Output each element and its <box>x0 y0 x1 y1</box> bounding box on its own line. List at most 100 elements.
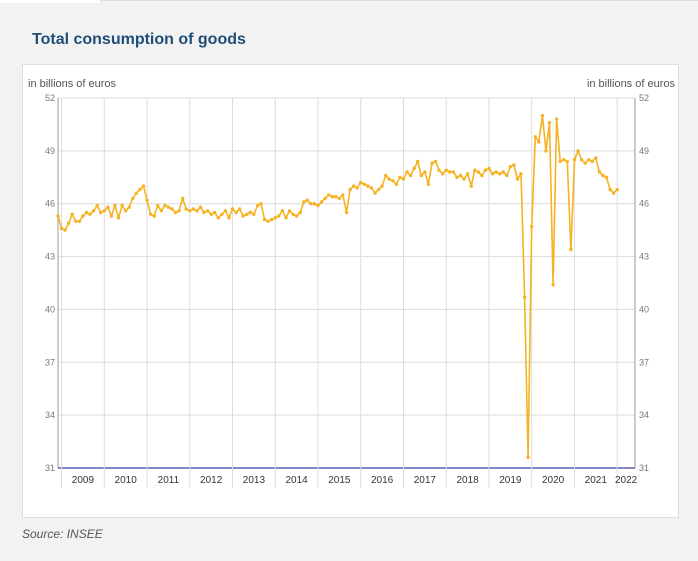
data-point[interactable] <box>95 203 99 208</box>
data-point[interactable] <box>515 177 520 181</box>
data-point[interactable] <box>451 170 456 174</box>
data-point[interactable] <box>145 198 149 202</box>
data-point[interactable] <box>533 135 537 139</box>
data-point[interactable] <box>483 168 488 172</box>
data-point[interactable] <box>512 163 516 167</box>
data-point[interactable] <box>480 173 484 178</box>
data-point[interactable] <box>455 175 459 179</box>
data-point[interactable] <box>562 158 566 162</box>
data-point[interactable] <box>294 214 299 218</box>
data-point[interactable] <box>245 212 249 216</box>
data-point[interactable] <box>241 214 245 218</box>
data-point[interactable] <box>312 202 317 206</box>
data-point[interactable] <box>551 283 555 287</box>
data-point[interactable] <box>337 196 342 201</box>
data-point[interactable] <box>209 212 213 216</box>
data-point[interactable] <box>604 175 609 179</box>
data-point[interactable] <box>597 170 602 174</box>
data-point[interactable] <box>266 219 270 223</box>
data-point[interactable] <box>170 207 174 211</box>
data-point[interactable] <box>234 210 238 215</box>
data-point[interactable] <box>476 170 480 174</box>
data-point[interactable] <box>81 214 85 218</box>
data-point[interactable] <box>181 196 185 201</box>
data-point[interactable] <box>223 209 228 213</box>
data-point[interactable] <box>569 247 573 252</box>
data-point[interactable] <box>63 228 67 232</box>
data-point[interactable] <box>522 295 527 299</box>
data-point[interactable] <box>216 216 220 220</box>
data-point[interactable] <box>537 140 541 144</box>
data-point[interactable] <box>351 184 356 188</box>
data-point[interactable] <box>401 177 406 181</box>
data-point[interactable] <box>309 202 313 206</box>
data-point[interactable] <box>84 210 89 215</box>
data-point[interactable] <box>141 184 146 188</box>
data-point[interactable] <box>437 168 441 172</box>
data-point[interactable] <box>608 187 612 192</box>
data-point[interactable] <box>579 158 584 162</box>
data-point[interactable] <box>419 173 423 178</box>
data-point[interactable] <box>387 177 391 181</box>
data-point[interactable] <box>494 170 498 174</box>
data-point[interactable] <box>544 149 548 153</box>
data-point[interactable] <box>259 202 263 206</box>
data-point[interactable] <box>441 172 445 176</box>
data-point[interactable] <box>366 184 370 188</box>
data-point[interactable] <box>572 158 577 162</box>
data-point[interactable] <box>473 168 477 172</box>
data-point[interactable] <box>277 214 281 218</box>
data-point[interactable] <box>448 170 452 174</box>
data-point[interactable] <box>255 203 260 208</box>
data-point[interactable] <box>191 207 195 211</box>
data-point[interactable] <box>611 191 616 195</box>
data-point[interactable] <box>519 172 523 176</box>
data-point[interactable] <box>330 195 334 199</box>
data-point[interactable] <box>408 173 413 178</box>
data-point[interactable] <box>583 161 587 165</box>
data-point[interactable] <box>91 209 96 213</box>
data-point[interactable] <box>334 195 338 199</box>
data-point[interactable] <box>458 173 463 178</box>
data-point[interactable] <box>615 187 619 192</box>
data-point[interactable] <box>156 203 160 208</box>
data-point[interactable] <box>131 196 135 201</box>
data-point[interactable] <box>601 173 605 178</box>
data-point[interactable] <box>327 193 331 197</box>
data-point[interactable] <box>230 207 235 211</box>
data-point[interactable] <box>490 172 495 176</box>
data-point[interactable] <box>498 172 502 176</box>
data-point[interactable] <box>344 210 349 215</box>
data-point[interactable] <box>270 217 274 222</box>
data-point[interactable] <box>198 205 203 209</box>
data-point[interactable] <box>56 214 60 218</box>
data-point[interactable] <box>291 212 295 216</box>
data-point[interactable] <box>148 212 153 216</box>
data-point[interactable] <box>558 159 562 164</box>
data-point[interactable] <box>213 210 217 215</box>
data-point[interactable] <box>102 209 107 213</box>
data-point[interactable] <box>188 209 192 213</box>
data-point[interactable] <box>202 210 206 215</box>
data-point[interactable] <box>74 219 78 223</box>
data-point[interactable] <box>416 159 420 164</box>
data-point[interactable] <box>469 184 473 188</box>
data-point[interactable] <box>298 210 302 215</box>
data-point[interactable] <box>501 170 505 174</box>
data-point[interactable] <box>113 203 117 208</box>
data-point[interactable] <box>319 200 324 204</box>
data-point[interactable] <box>373 191 377 195</box>
data-point[interactable] <box>284 216 288 220</box>
data-point[interactable] <box>184 207 188 211</box>
data-point[interactable] <box>77 219 82 223</box>
data-point[interactable] <box>316 203 320 208</box>
data-point[interactable] <box>124 209 128 213</box>
data-point[interactable] <box>594 156 598 160</box>
data-point[interactable] <box>565 159 569 164</box>
data-point[interactable] <box>262 217 267 222</box>
data-point[interactable] <box>106 205 110 209</box>
data-point[interactable] <box>163 203 167 208</box>
data-point[interactable] <box>237 207 242 211</box>
data-point[interactable] <box>587 158 591 162</box>
data-point[interactable] <box>195 209 199 213</box>
